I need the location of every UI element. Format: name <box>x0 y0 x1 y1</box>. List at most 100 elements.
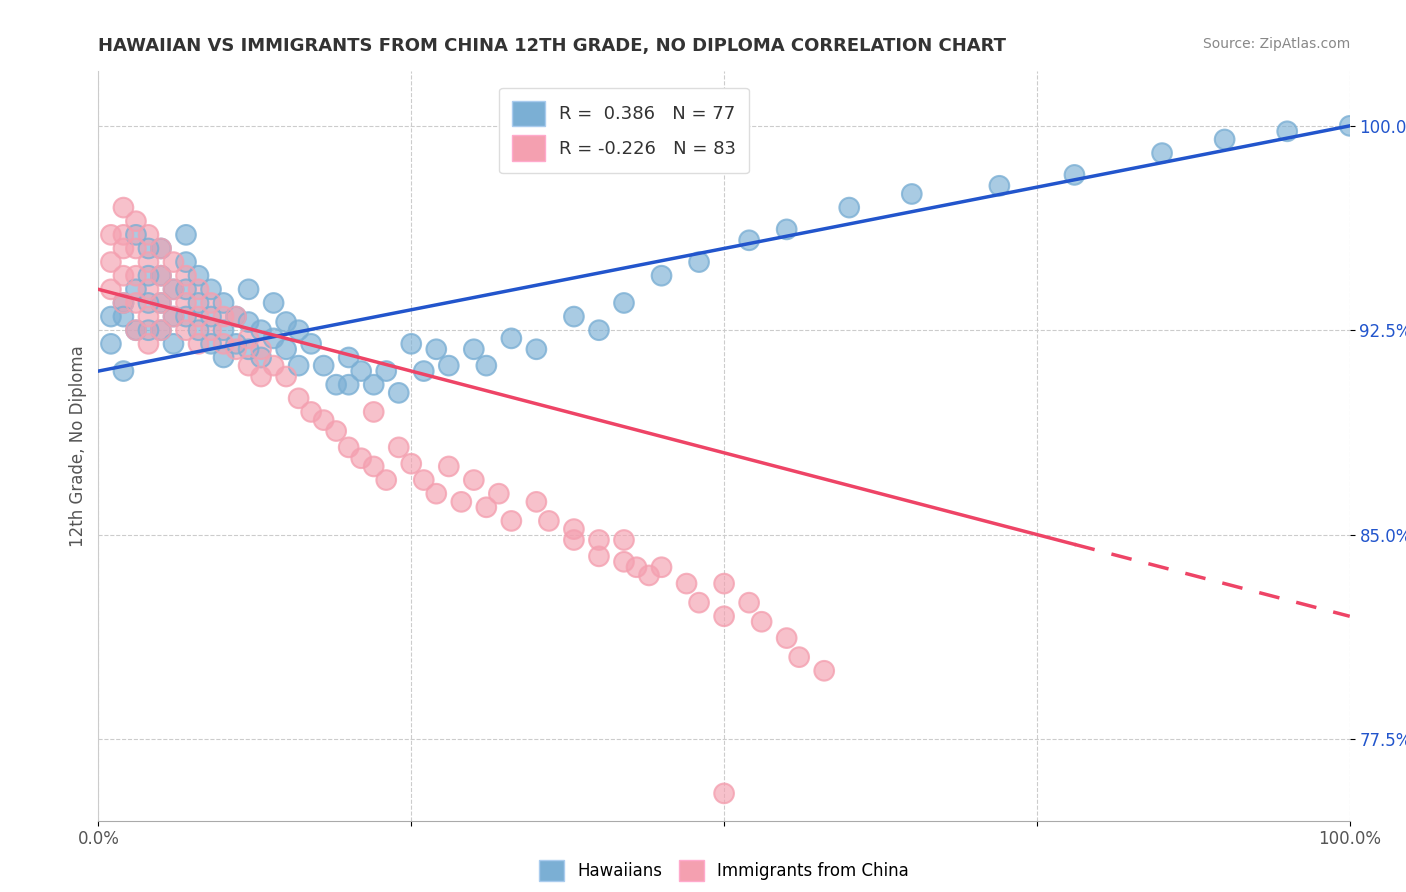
Point <box>501 331 523 345</box>
Point <box>287 392 309 406</box>
Point <box>200 336 222 351</box>
Point <box>125 242 148 256</box>
Point <box>450 495 472 509</box>
Point <box>138 323 160 337</box>
Y-axis label: 12th Grade, No Diploma: 12th Grade, No Diploma <box>69 345 87 547</box>
Point <box>112 364 135 378</box>
Point <box>162 282 184 296</box>
Point <box>150 242 173 256</box>
Point <box>450 495 472 509</box>
Point <box>412 473 434 487</box>
Point <box>150 323 173 337</box>
Point <box>650 268 672 283</box>
Point <box>588 549 610 564</box>
Point <box>138 336 160 351</box>
Point <box>212 336 235 351</box>
Point <box>187 336 209 351</box>
Point <box>138 255 160 269</box>
Point <box>125 242 148 256</box>
Point <box>174 227 197 242</box>
Point <box>626 560 648 574</box>
Point <box>626 560 648 574</box>
Point <box>588 323 610 337</box>
Point <box>112 310 135 324</box>
Point <box>388 385 411 400</box>
Point <box>1213 132 1236 146</box>
Point <box>475 359 498 373</box>
Point <box>813 664 835 678</box>
Point <box>138 227 160 242</box>
Point <box>524 343 547 357</box>
Point <box>162 310 184 324</box>
Point <box>212 323 235 337</box>
Point <box>501 514 523 528</box>
Point <box>174 296 197 310</box>
Point <box>350 451 373 466</box>
Point <box>588 533 610 547</box>
Point <box>562 533 585 547</box>
Point <box>150 296 173 310</box>
Point <box>437 359 460 373</box>
Text: Source: ZipAtlas.com: Source: ZipAtlas.com <box>1202 37 1350 51</box>
Point <box>588 533 610 547</box>
Point <box>162 282 184 296</box>
Point <box>412 364 434 378</box>
Point <box>787 650 810 665</box>
Point <box>212 351 235 365</box>
Point <box>501 331 523 345</box>
Point <box>388 385 411 400</box>
Point <box>250 351 273 365</box>
Point <box>162 310 184 324</box>
Point <box>200 336 222 351</box>
Point <box>112 296 135 310</box>
Point <box>125 323 148 337</box>
Point <box>738 596 761 610</box>
Point <box>238 359 260 373</box>
Point <box>688 596 710 610</box>
Point <box>238 282 260 296</box>
Point <box>274 343 298 357</box>
Point <box>1339 119 1361 133</box>
Point <box>112 242 135 256</box>
Point <box>401 457 423 471</box>
Point <box>125 323 148 337</box>
Point <box>162 255 184 269</box>
Point <box>187 336 209 351</box>
Point <box>174 323 197 337</box>
Point <box>125 268 148 283</box>
Point <box>100 227 122 242</box>
Point <box>112 227 135 242</box>
Point <box>537 514 560 528</box>
Point <box>337 377 360 392</box>
Point <box>112 201 135 215</box>
Point <box>325 377 347 392</box>
Point <box>562 522 585 536</box>
Point <box>112 268 135 283</box>
Point <box>263 359 285 373</box>
Point <box>174 323 197 337</box>
Point <box>187 268 209 283</box>
Point <box>287 359 309 373</box>
Point <box>1213 132 1236 146</box>
Point <box>125 296 148 310</box>
Point <box>688 255 710 269</box>
Text: HAWAIIAN VS IMMIGRANTS FROM CHINA 12TH GRADE, NO DIPLOMA CORRELATION CHART: HAWAIIAN VS IMMIGRANTS FROM CHINA 12TH G… <box>98 37 1007 54</box>
Point <box>200 296 222 310</box>
Point <box>162 282 184 296</box>
Point <box>125 227 148 242</box>
Point <box>187 310 209 324</box>
Point <box>225 336 247 351</box>
Point <box>375 364 398 378</box>
Point <box>838 201 860 215</box>
Point <box>112 364 135 378</box>
Point <box>412 473 434 487</box>
Point <box>437 459 460 474</box>
Point <box>238 315 260 329</box>
Point <box>200 323 222 337</box>
Point <box>900 186 922 201</box>
Point <box>125 227 148 242</box>
Point <box>138 282 160 296</box>
Point <box>100 310 122 324</box>
Point <box>263 296 285 310</box>
Point <box>274 369 298 384</box>
